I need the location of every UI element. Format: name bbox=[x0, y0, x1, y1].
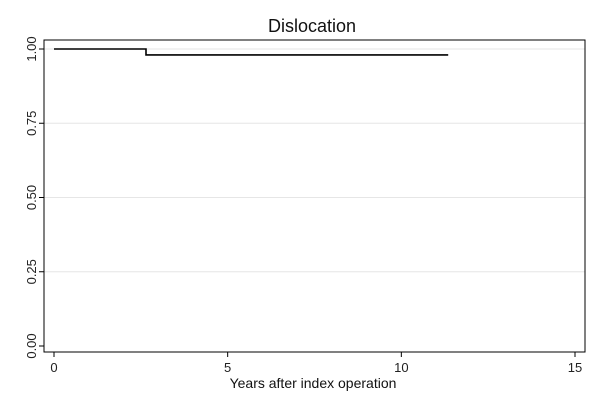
x-tick-label: 5 bbox=[224, 360, 231, 375]
survival-step-line bbox=[54, 48, 449, 56]
plot-frame bbox=[43, 39, 586, 353]
x-tick-label: 10 bbox=[394, 360, 408, 375]
chart-title: Dislocation bbox=[268, 16, 356, 36]
axes-layer: 0.00 0.25 0.50 0.75 1.00 0 5 10 15 bbox=[24, 36, 582, 375]
x-tick-label: 0 bbox=[50, 360, 57, 375]
x-axis-title: Years after index operation bbox=[230, 375, 397, 391]
y-tick-label: 0.75 bbox=[24, 111, 39, 136]
y-tick-label: 0.00 bbox=[24, 333, 39, 358]
y-tick-label: 1.00 bbox=[24, 36, 39, 61]
y-tick-label: 0.50 bbox=[24, 185, 39, 210]
y-tick-label: 0.25 bbox=[24, 259, 39, 284]
x-tick-label: 15 bbox=[568, 360, 582, 375]
series-layer bbox=[54, 48, 449, 56]
grid-layer bbox=[44, 48, 585, 273]
